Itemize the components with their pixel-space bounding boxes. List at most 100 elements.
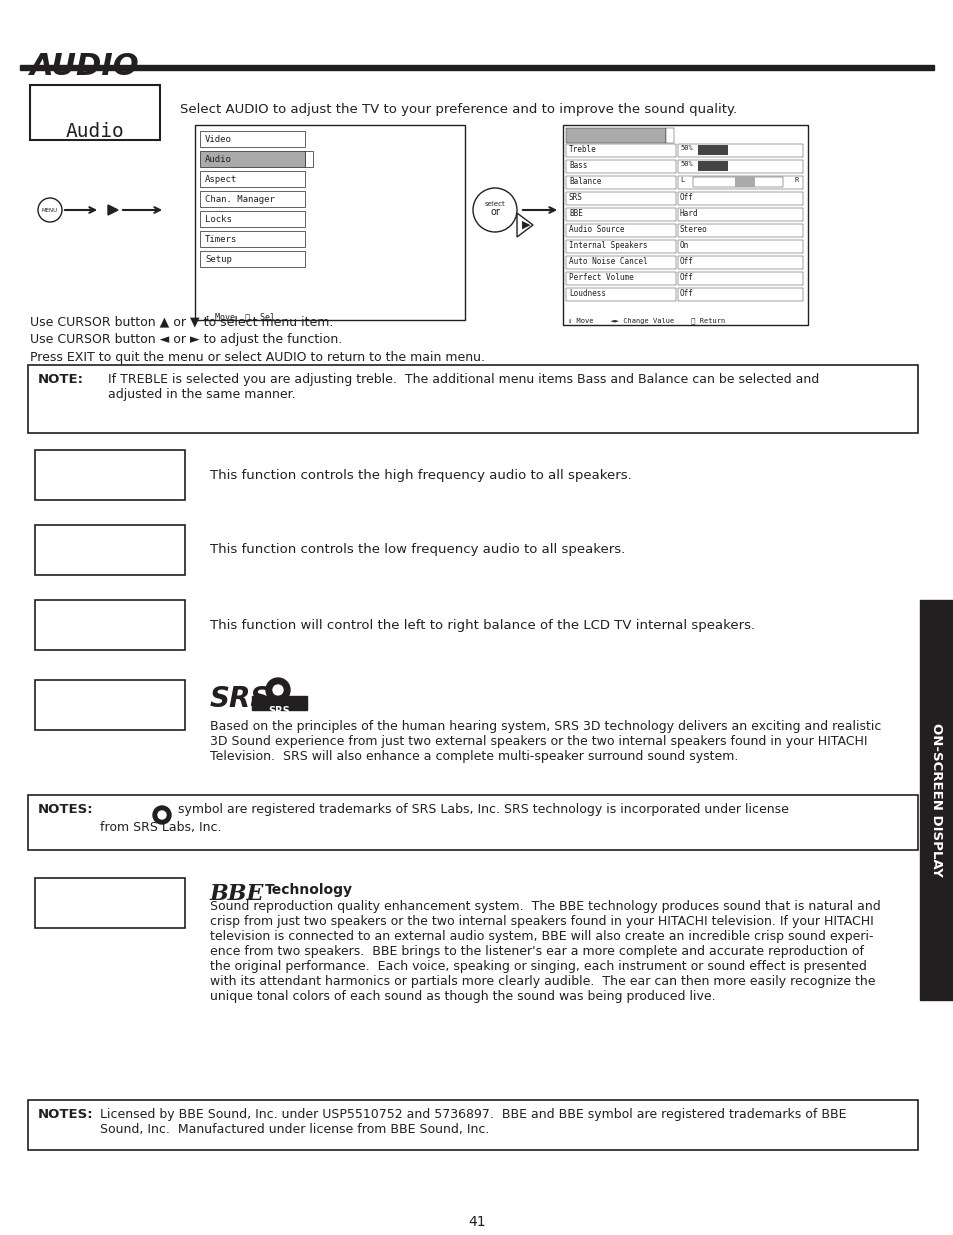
Text: NOTES:: NOTES: (38, 1108, 93, 1121)
Text: If TREBLE is selected you are adjusting treble.  The additional menu items Bass : If TREBLE is selected you are adjusting … (108, 373, 819, 401)
Text: from SRS Labs, Inc.: from SRS Labs, Inc. (100, 821, 221, 834)
Bar (30, 85, 160, 140)
Text: Off: Off (679, 289, 693, 298)
Bar (35, 600, 185, 650)
Bar (35, 680, 185, 730)
Text: Loudness: Loudness (568, 289, 605, 298)
Text: Hard: Hard (679, 209, 698, 219)
Text: Off: Off (679, 257, 693, 266)
Text: ON-SCREEN DISPLAY: ON-SCREEN DISPLAY (929, 722, 943, 877)
Bar (200, 151, 305, 167)
Text: Audio: Audio (66, 122, 124, 141)
Bar (565, 256, 676, 269)
Text: L: L (679, 177, 683, 183)
Bar (252, 697, 307, 710)
Bar (28, 795, 917, 850)
Text: ↕ Move  Ⓜ  Sel: ↕ Move Ⓜ Sel (205, 312, 274, 321)
Bar (678, 224, 802, 237)
Bar (200, 231, 305, 247)
Bar (678, 177, 802, 189)
Text: SRS: SRS (210, 685, 271, 713)
Text: Video: Video (205, 135, 232, 144)
Text: MENU: MENU (42, 207, 58, 212)
Text: 50%: 50% (679, 161, 692, 167)
Text: Locks: Locks (205, 215, 232, 224)
Bar (200, 191, 305, 207)
Circle shape (273, 685, 283, 695)
Bar (200, 170, 305, 186)
Text: Use CURSOR button ◄ or ► to adjust the function.: Use CURSOR button ◄ or ► to adjust the f… (30, 333, 342, 346)
Bar (678, 161, 802, 173)
Text: BBE: BBE (210, 883, 264, 905)
Bar (678, 240, 802, 253)
Text: ▶: ▶ (521, 220, 530, 230)
Bar (698, 144, 727, 156)
Text: Setup: Setup (205, 254, 232, 264)
Bar (565, 272, 676, 285)
Bar (565, 224, 676, 237)
Text: 50%: 50% (679, 144, 692, 151)
Text: Chan. Manager: Chan. Manager (205, 195, 274, 204)
Text: Perfect Volume: Perfect Volume (568, 273, 633, 282)
Bar (35, 878, 185, 927)
Text: This function will control the left to right balance of the LCD TV internal spea: This function will control the left to r… (210, 619, 755, 631)
Bar (562, 125, 807, 325)
Text: BBE: BBE (568, 209, 582, 219)
Text: 41: 41 (468, 1215, 485, 1229)
Text: Internal Speakers: Internal Speakers (568, 241, 647, 249)
Bar (678, 144, 802, 157)
Bar (305, 151, 313, 167)
Bar (35, 450, 185, 500)
Text: AUDIO: AUDIO (30, 52, 139, 82)
Bar (919, 600, 953, 1000)
Text: This function controls the low frequency audio to all speakers.: This function controls the low frequency… (210, 543, 624, 557)
Text: Bass: Bass (568, 161, 587, 170)
Text: Off: Off (679, 193, 693, 203)
Text: This function controls the high frequency audio to all speakers.: This function controls the high frequenc… (210, 468, 631, 482)
Text: Audio Source: Audio Source (568, 225, 624, 233)
Text: Audio: Audio (205, 156, 232, 164)
Bar (565, 240, 676, 253)
Text: On: On (679, 241, 688, 249)
Text: R: R (794, 177, 799, 183)
Bar (200, 251, 305, 267)
Circle shape (158, 811, 166, 819)
Text: Based on the principles of the human hearing system, SRS 3D technology delivers : Based on the principles of the human hea… (210, 720, 881, 763)
Bar (692, 177, 782, 186)
Bar (565, 161, 676, 173)
Text: NOTES:: NOTES: (38, 803, 93, 816)
Text: Use CURSOR button ▲ or ▼ to select menu item.: Use CURSOR button ▲ or ▼ to select menu … (30, 315, 333, 329)
Text: Aspect: Aspect (205, 175, 237, 184)
Text: or: or (490, 207, 499, 217)
Bar (200, 211, 305, 227)
Bar (678, 191, 802, 205)
Bar (565, 177, 676, 189)
Text: Sound reproduction quality enhancement system.  The BBE technology produces soun: Sound reproduction quality enhancement s… (210, 900, 880, 1003)
Bar (28, 366, 917, 433)
Text: ↕ Move    ◄► Change Value    Ⓜ Return: ↕ Move ◄► Change Value Ⓜ Return (567, 317, 724, 324)
Circle shape (266, 678, 290, 701)
Bar (678, 288, 802, 301)
Text: SRS: SRS (568, 193, 582, 203)
Bar (565, 128, 665, 143)
Bar (28, 1100, 917, 1150)
Text: SRS: SRS (268, 706, 290, 716)
Bar (194, 125, 464, 320)
Text: Stereo: Stereo (679, 225, 707, 233)
Text: Press EXIT to quit the menu or select AUDIO to return to the main menu.: Press EXIT to quit the menu or select AU… (30, 351, 484, 364)
Bar (665, 128, 673, 143)
Text: Auto Noise Cancel: Auto Noise Cancel (568, 257, 647, 266)
Text: symbol are registered trademarks of SRS Labs, Inc. SRS technology is incorporate: symbol are registered trademarks of SRS … (178, 803, 788, 816)
Text: Licensed by BBE Sound, Inc. under USP5510752 and 5736897.  BBE and BBE symbol ar: Licensed by BBE Sound, Inc. under USP551… (100, 1108, 845, 1136)
Bar (678, 256, 802, 269)
Text: select: select (484, 201, 505, 207)
Bar (565, 288, 676, 301)
Text: Balance: Balance (568, 177, 600, 186)
Text: Treble: Treble (568, 144, 597, 154)
Text: NOTE:: NOTE: (38, 373, 84, 387)
Bar (678, 272, 802, 285)
Bar (734, 177, 754, 186)
Bar (35, 525, 185, 576)
Bar (698, 161, 727, 170)
Bar (20, 65, 933, 70)
